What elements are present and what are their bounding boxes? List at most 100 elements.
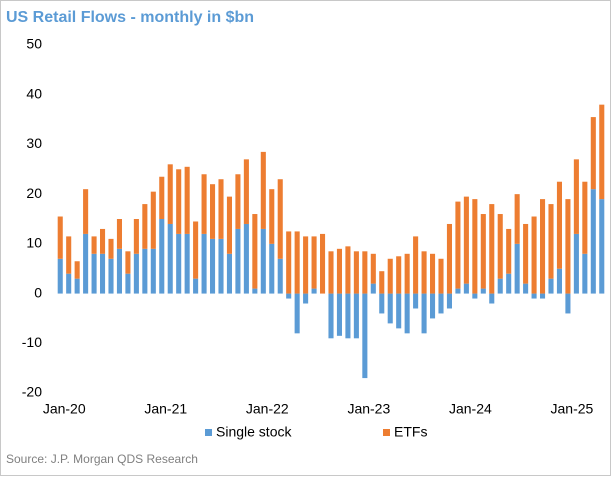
bar-segment [396,256,402,294]
bar-segment [328,251,334,294]
bar-segment [83,189,89,234]
bar-segment [294,231,300,294]
bar-segment [506,273,512,294]
bar-segment [218,238,224,294]
bar-segment [184,233,190,294]
bar-segment [370,253,376,284]
bar-segment [260,151,266,229]
bar-segment [599,199,605,294]
bar-segment [489,204,495,294]
x-tick-label: Jan-20 [43,401,86,417]
bar-segment [303,236,309,294]
bar-segment [100,228,106,254]
bar-segment [438,293,444,314]
bar-segment [252,288,258,294]
bar-segment [91,236,97,254]
bar-segment [421,251,427,294]
bar-segment [269,189,275,244]
bar-segment [294,293,300,334]
bar-segment [176,233,182,294]
bar-segment [514,194,520,244]
bar-segment [66,236,72,274]
bar-segment [100,253,106,294]
legend-label: ETFs [394,424,427,440]
x-tick-label: Jan-25 [551,401,594,417]
bar-segment [387,258,393,294]
bar-segment [590,117,596,190]
bar-segment [277,258,283,294]
x-tick-label: Jan-21 [144,401,187,417]
bar-segment [235,228,241,294]
bar-segment [438,258,444,294]
bar-segment [497,214,503,279]
bar-segment [514,243,520,294]
legend-swatch [205,429,212,436]
bar-segment [193,221,199,279]
x-tick-label: Jan-24 [449,401,492,417]
bar-segment [218,179,224,239]
bar-segment [362,293,368,379]
bar-segment [590,189,596,294]
bar-segment [286,231,292,294]
y-tick-label: -20 [22,384,42,400]
bar-segment [540,293,546,299]
bar-segment [83,233,89,294]
bar-segment [150,248,156,294]
bar-segment [116,219,122,249]
bar-segment [565,199,571,294]
legend-label: Single stock [216,424,292,440]
bar-segment [133,253,139,294]
y-tick-label: 30 [26,135,42,151]
y-tick-label: 0 [34,284,42,300]
bar-segment [540,199,546,294]
bar-segment [463,283,469,294]
bar-segment [523,283,529,294]
bar-segment [108,238,114,259]
bar-segment [362,251,368,294]
bar-segment [320,233,326,294]
bar-segment [379,271,385,294]
bar-segment [413,293,419,309]
y-tick-label: 50 [26,36,42,52]
bar-segment [565,293,571,314]
bar-segment [243,159,249,224]
bar-segment [430,293,436,319]
bar-segment [455,201,461,289]
bar-segment [506,228,512,274]
bar-segment [167,223,173,294]
bar-segment [404,253,410,294]
bar-segment [311,288,317,294]
bar-segment [210,184,216,239]
bar-segment [303,293,309,304]
bar-segment [472,199,478,294]
bar-segment [370,283,376,294]
bar-segment [142,248,148,294]
bar-segment [387,293,393,324]
bar-segment [463,196,469,284]
y-tick-label: -10 [22,334,42,350]
bar-segment [311,236,317,289]
bar-segment [57,258,63,294]
bar-segment [531,293,537,299]
bar-segment [353,251,359,294]
bar-segment [74,278,80,294]
bar-segment [269,243,275,294]
bar-segment [74,261,80,279]
bar-segment [210,238,216,294]
bar-segment [413,236,419,294]
bar-segment [286,293,292,299]
bar-segment [353,293,359,339]
bar-segment [193,278,199,294]
y-tick-label: 40 [26,85,42,101]
bar-segment [336,248,342,294]
bar-segment [260,228,266,294]
bar-segment [184,166,190,234]
bar-segment [480,214,486,289]
bar-segment [523,223,529,284]
bar-segment [108,258,114,294]
bar-segment [167,164,173,224]
bar-segment [91,253,97,294]
bar-segment [345,293,351,339]
bar-segment [243,223,249,294]
